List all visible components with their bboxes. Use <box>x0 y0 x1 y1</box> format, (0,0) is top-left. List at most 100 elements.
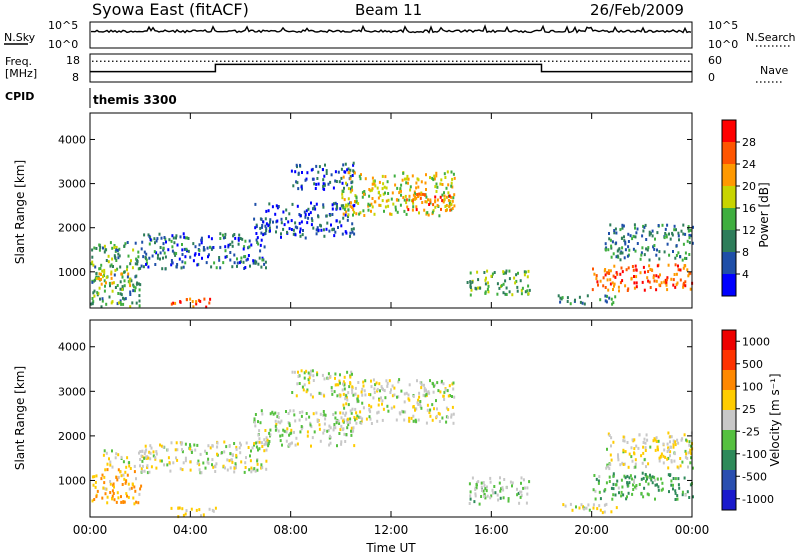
heatmap-cell <box>612 474 615 478</box>
heatmap-cell <box>137 501 140 505</box>
power-heatmap <box>90 161 694 309</box>
heatmap-cell <box>212 509 215 513</box>
heatmap-cell <box>644 473 647 476</box>
heatmap-cell <box>486 485 488 489</box>
colorbar-tick-label: 16 <box>742 202 756 215</box>
heatmap-cell <box>176 243 179 247</box>
heatmap-cell <box>290 219 293 223</box>
heatmap-cell <box>310 425 313 429</box>
heatmap-cell <box>356 414 359 418</box>
heatmap-cell <box>620 490 623 494</box>
heatmap-cell <box>138 299 141 303</box>
heatmap-cell <box>164 255 167 259</box>
heatmap-cell <box>317 215 320 219</box>
heatmap-cell <box>606 294 608 298</box>
heatmap-cell <box>493 485 496 488</box>
colorbar-segment <box>722 410 736 431</box>
heatmap-cell <box>334 426 337 430</box>
heatmap-cell <box>610 297 613 301</box>
heatmap-cell <box>639 257 642 261</box>
heatmap-cell <box>443 172 446 176</box>
heatmap-cell <box>417 194 420 198</box>
heatmap-cell <box>342 175 345 179</box>
heatmap-cell <box>595 274 598 278</box>
heatmap-cell <box>343 375 346 379</box>
heatmap-cell <box>277 205 280 209</box>
heatmap-cell <box>636 227 639 231</box>
heatmap-cell <box>347 215 349 218</box>
heatmap-cell <box>260 238 263 242</box>
heatmap-cell <box>487 281 489 285</box>
heatmap-cell <box>328 443 331 447</box>
heatmap-cell <box>609 463 612 467</box>
heatmap-cell <box>156 256 159 260</box>
heatmap-cell <box>104 468 107 472</box>
heatmap-cell <box>358 212 361 216</box>
heatmap-cell <box>471 476 474 480</box>
heatmap-cell <box>646 248 649 252</box>
heatmap-cell <box>301 187 303 191</box>
heatmap-cell <box>386 180 389 184</box>
heatmap-cell <box>257 242 260 246</box>
heatmap-cell <box>234 462 237 466</box>
heatmap-cell <box>368 203 371 207</box>
heatmap-cell <box>684 493 687 497</box>
heatmap-cell <box>130 259 132 263</box>
heatmap-cell <box>353 416 356 419</box>
heatmap-cell <box>633 223 636 227</box>
heatmap-cell <box>499 496 502 500</box>
heatmap-cell <box>443 194 446 198</box>
heatmap-cell <box>635 231 638 235</box>
heatmap-cell <box>345 418 348 422</box>
heatmap-cell <box>288 443 290 447</box>
heatmap-cell <box>269 428 272 432</box>
heatmap-cell <box>328 436 331 440</box>
heatmap-cell <box>483 493 486 496</box>
heatmap-cell <box>407 397 410 401</box>
heatmap-cell <box>281 443 283 447</box>
heatmap-cell <box>614 227 617 231</box>
heatmap-cell <box>351 386 354 390</box>
heatmap-cell <box>349 409 352 413</box>
heatmap-cell <box>433 407 435 411</box>
heatmap-cell <box>106 501 109 505</box>
heatmap-cell <box>348 385 351 389</box>
heatmap-cell <box>127 254 130 258</box>
heatmap-cell <box>625 268 628 272</box>
heatmap-cell <box>420 386 423 390</box>
heatmap-cell <box>334 179 337 183</box>
heatmap-cell <box>517 491 520 495</box>
heatmap-cell <box>138 451 140 455</box>
heatmap-cell <box>349 421 351 425</box>
heatmap-cell <box>140 264 143 268</box>
heatmap-cell <box>111 494 114 498</box>
heatmap-cell <box>623 256 626 260</box>
colorbar-tick-label: 28 <box>742 136 756 149</box>
heatmap-cell <box>602 276 605 280</box>
heatmap-cell <box>508 277 511 281</box>
heatmap-cell <box>669 450 672 454</box>
heatmap-cell <box>100 477 103 481</box>
heatmap-cell <box>325 214 328 218</box>
heatmap-cell <box>141 469 144 473</box>
heatmap-cell <box>329 434 331 438</box>
heatmap-cell <box>643 458 646 462</box>
heatmap-cell <box>653 478 656 482</box>
heatmap-cell <box>635 268 638 272</box>
heatmap-cell <box>184 459 187 463</box>
heatmap-cell <box>334 416 337 420</box>
heatmap-cell <box>250 466 253 470</box>
heatmap-cell <box>370 405 373 409</box>
heatmap-cell <box>436 407 438 411</box>
heatmap-cell <box>240 443 242 447</box>
heatmap-cell <box>624 240 627 244</box>
heatmap-cell <box>143 456 146 460</box>
heatmap-cell <box>397 198 400 202</box>
heatmap-cell <box>173 241 176 245</box>
heatmap-cell <box>338 379 341 383</box>
heatmap-cell <box>682 266 685 270</box>
heatmap-cell <box>386 382 389 385</box>
heatmap-cell <box>519 490 521 494</box>
heatmap-cell <box>582 505 584 509</box>
heatmap-cell <box>623 439 626 443</box>
